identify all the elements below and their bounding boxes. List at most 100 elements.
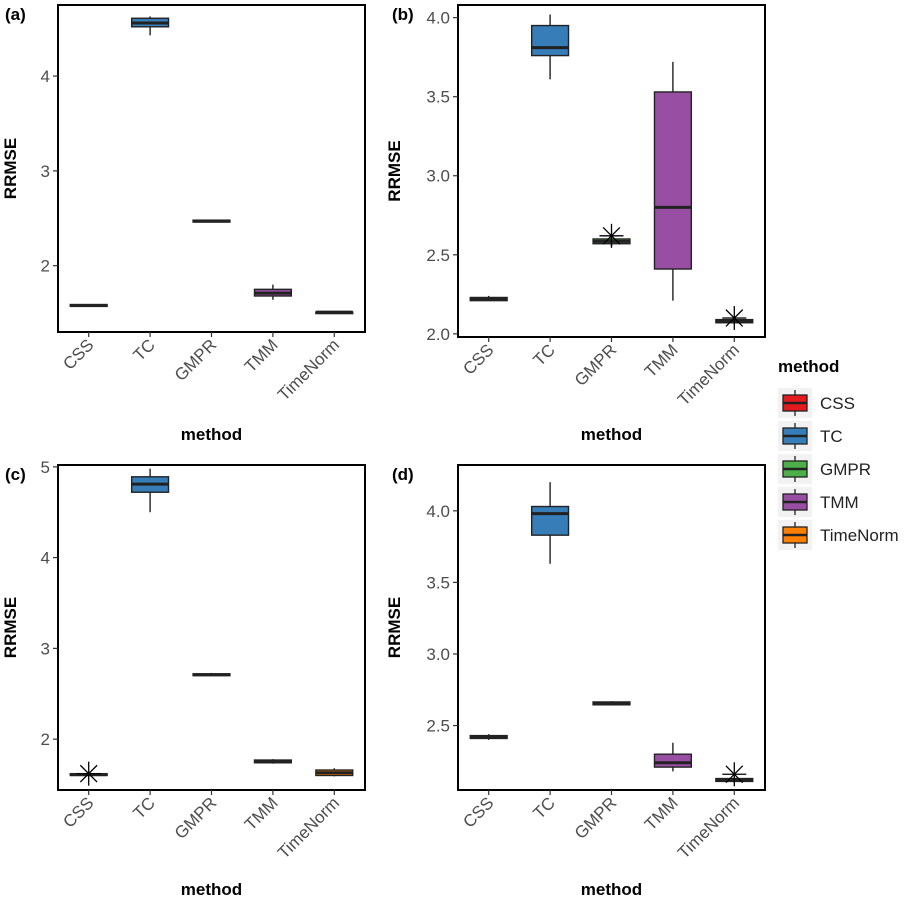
box-gmpr xyxy=(592,701,631,706)
x-tick-label: TC xyxy=(129,793,158,822)
box-tmm xyxy=(653,742,693,772)
outlier-stroke xyxy=(79,764,98,783)
outlier-star xyxy=(599,223,624,248)
box-body xyxy=(653,91,693,270)
panel-label: (b) xyxy=(392,5,414,24)
plot-area-border xyxy=(57,4,366,333)
box-tc xyxy=(530,482,570,564)
y-tick-label: 2 xyxy=(41,257,50,276)
legend: method CSS TC GMPR TMM TimeNorm xyxy=(778,357,899,550)
box-timenorm xyxy=(715,762,754,787)
x-axis-label: method xyxy=(581,425,642,444)
box-css xyxy=(469,734,508,740)
legend-entry-label: TimeNorm xyxy=(820,526,899,545)
x-tick-label: TMM xyxy=(641,340,682,381)
outlier-stroke xyxy=(725,765,744,784)
x-tick-label: TMM xyxy=(241,793,282,834)
legend-entry-tmm: TMM xyxy=(778,487,859,517)
box-gmpr xyxy=(592,223,631,248)
panel-label: (c) xyxy=(5,465,26,484)
y-tick-label: 4 xyxy=(41,549,50,568)
legend-entry-label: GMPR xyxy=(820,460,871,479)
outlier-star xyxy=(722,306,747,331)
legend-title: method xyxy=(778,357,839,376)
x-tick-label: CSS xyxy=(459,793,497,831)
y-tick-label: 4.0 xyxy=(426,502,450,521)
y-axis-label: RRMSE xyxy=(1,597,20,658)
y-tick-label: 3.0 xyxy=(426,167,450,186)
legend-entry-css: CSS xyxy=(778,388,855,418)
plot-area-border xyxy=(457,4,766,338)
box-body xyxy=(653,753,693,768)
panel-label: (d) xyxy=(392,465,414,484)
box-tmm xyxy=(253,284,293,300)
box-css xyxy=(469,295,508,302)
box-timenorm xyxy=(315,768,354,777)
x-tick-label: CSS xyxy=(59,335,97,373)
legend-entry-gmpr: GMPR xyxy=(778,454,871,484)
box-timenorm xyxy=(315,310,354,315)
legend-entry-timenorm: TimeNorm xyxy=(778,520,899,550)
x-tick-label: CSS xyxy=(59,793,97,831)
x-tick-label: GMPR xyxy=(171,793,220,842)
y-tick-label: 5 xyxy=(41,458,50,477)
y-axis-label: RRMSE xyxy=(385,597,404,658)
y-axis-label: RRMSE xyxy=(385,140,404,201)
x-axis-label: method xyxy=(181,880,242,899)
x-axis-label: method xyxy=(181,425,242,444)
x-tick-label: TC xyxy=(529,340,558,369)
box-tmm xyxy=(653,61,693,301)
y-tick-label: 3.5 xyxy=(426,573,450,592)
outlier-star xyxy=(76,761,101,786)
x-tick-label: TC xyxy=(529,793,558,822)
y-tick-label: 3 xyxy=(41,639,50,658)
plot-area-border xyxy=(457,464,766,791)
x-tick-label: TimeNorm xyxy=(274,335,343,404)
y-tick-label: 3.0 xyxy=(426,645,450,664)
x-tick-label: TimeNorm xyxy=(674,340,743,409)
box-css xyxy=(69,761,108,786)
box-tmm xyxy=(253,759,293,764)
x-tick-label: TC xyxy=(129,335,158,364)
x-tick-label: CSS xyxy=(459,340,497,378)
y-tick-label: 4.0 xyxy=(426,9,450,28)
panel-b: (b) 2.0 2.5 3.0 3.5 4.0 RRMSE CSS TC GMPR TMMTimeN… xyxy=(385,4,766,444)
x-tick-label: TMM xyxy=(241,335,282,376)
box-timenorm xyxy=(715,306,754,331)
y-tick-label: 3.5 xyxy=(426,88,450,107)
outlier-star xyxy=(722,762,747,787)
outlier-stroke xyxy=(602,226,621,245)
plot-area-border xyxy=(57,464,366,791)
legend-entry-label: TC xyxy=(820,427,843,446)
box-tc xyxy=(130,468,170,513)
box-gmpr xyxy=(192,219,231,223)
box-tc xyxy=(130,16,170,36)
x-tick-label: TMM xyxy=(641,793,682,834)
y-tick-label: 2.5 xyxy=(426,246,450,265)
box-body xyxy=(530,24,570,57)
x-tick-label: GMPR xyxy=(171,335,220,384)
x-tick-label: TimeNorm xyxy=(674,793,743,862)
x-axis-label: method xyxy=(581,880,642,899)
box-gmpr xyxy=(192,672,231,677)
outlier-stroke xyxy=(725,309,744,327)
panel-label: (a) xyxy=(5,5,26,24)
x-tick-label: TimeNorm xyxy=(274,793,343,862)
legend-entry-label: TMM xyxy=(820,493,859,512)
y-tick-label: 2.0 xyxy=(426,325,450,344)
legend-entry-label: CSS xyxy=(820,394,855,413)
x-tick-label: GMPR xyxy=(571,793,620,842)
box-tc xyxy=(530,14,570,80)
y-tick-label: 2.5 xyxy=(426,717,450,736)
panel-d: (d) 2.5 3.0 3.5 4.0 RRMSE CSS TC GMPR TMMTimeNorm… xyxy=(385,464,766,899)
y-axis-label: RRMSE xyxy=(1,138,20,199)
y-tick-label: 2 xyxy=(41,730,50,749)
y-tick-label: 4 xyxy=(41,67,50,86)
box-body xyxy=(530,505,570,536)
legend-entry-tc: TC xyxy=(778,421,843,451)
box-css xyxy=(69,303,108,308)
y-tick-label: 3 xyxy=(41,162,50,181)
